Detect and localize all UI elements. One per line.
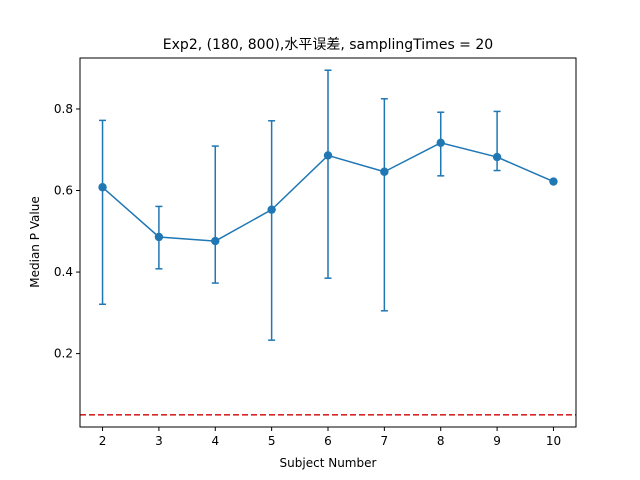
data-point [436, 138, 445, 148]
x-tick-label: 6 [324, 434, 332, 448]
x-tick-label: 7 [381, 434, 389, 448]
axes-frame [79, 57, 577, 428]
x-tick-label: 8 [437, 434, 445, 448]
data-point [267, 205, 276, 214]
data-point [323, 151, 333, 160]
data-point [492, 152, 502, 162]
y-tick-label: 0.8 [54, 102, 73, 116]
data-point [98, 183, 107, 192]
plot-area: 2 3 4 5 6 7 8 9 10 0.2 0.4 0.6 0.8 [54, 69, 576, 448]
data-point [154, 232, 164, 242]
data-point [211, 236, 220, 246]
x-tick-label: 4 [211, 434, 219, 448]
y-tick-label: 0.6 [54, 184, 73, 198]
data-point [549, 177, 558, 186]
x-tick-label: 5 [268, 434, 276, 448]
x-tick-label: 2 [99, 434, 107, 448]
chart-title: Exp2, (180, 800),水平误差, samplingTimes = 2… [163, 37, 493, 53]
x-tick-label: 9 [493, 434, 501, 448]
y-axis-label: Median P Value [28, 196, 42, 287]
x-axis-label: Subject Number [280, 456, 377, 470]
x-tick-label: 10 [546, 434, 561, 448]
y-tick-label: 0.2 [54, 347, 73, 361]
y-tick-label: 0.4 [54, 265, 73, 279]
x-tick-label: 3 [155, 434, 163, 448]
data-point [380, 167, 389, 176]
